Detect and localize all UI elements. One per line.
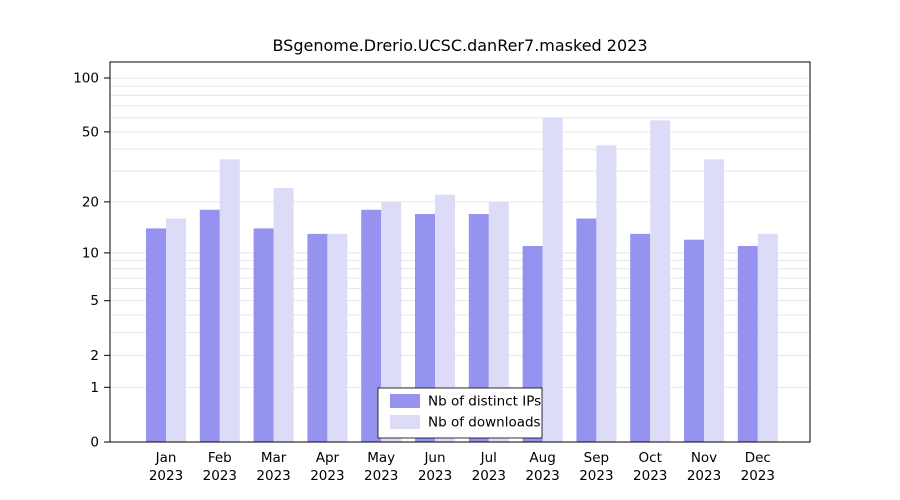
bar bbox=[199, 209, 220, 442]
bar bbox=[488, 201, 509, 442]
bars-series-0 bbox=[146, 209, 758, 442]
bar bbox=[327, 233, 348, 442]
x-tick-month: Nov bbox=[691, 450, 717, 466]
x-tick-month: Jun bbox=[423, 450, 445, 466]
bar bbox=[737, 246, 758, 442]
x-tick-month: Mar bbox=[261, 450, 287, 466]
x-tick-month: Dec bbox=[745, 450, 771, 466]
bar bbox=[757, 233, 778, 442]
x-tick-month: May bbox=[367, 450, 395, 466]
bar bbox=[630, 233, 651, 442]
y-axis: 0 1 2 5 10 20 50 100 bbox=[73, 71, 110, 451]
bars-series-1 bbox=[166, 117, 778, 442]
y-tick-label: 1 bbox=[90, 380, 99, 396]
bar bbox=[361, 209, 382, 442]
x-axis-labels: Jan 2023 Feb 2023 Mar 2023 Apr 2023 May 2023 Jun 20… bbox=[149, 450, 775, 484]
chart-title: BSgenome.Drerio.UCSC.danRer7.masked 2023 bbox=[272, 36, 648, 55]
bar bbox=[307, 233, 328, 442]
bar bbox=[381, 201, 402, 442]
y-tick-label: 5 bbox=[90, 293, 99, 309]
y-tick-label: 0 bbox=[90, 435, 99, 451]
x-tick-year: 2023 bbox=[579, 468, 613, 484]
x-tick-year: 2023 bbox=[741, 468, 775, 484]
legend-swatch bbox=[390, 415, 420, 429]
x-tick-year: 2023 bbox=[633, 468, 667, 484]
y-tick-label: 100 bbox=[73, 71, 99, 87]
bar bbox=[435, 194, 455, 442]
x-tick-month: Apr bbox=[316, 450, 340, 466]
bar bbox=[704, 159, 724, 442]
x-tick-month: Sep bbox=[584, 450, 609, 466]
x-tick-year: 2023 bbox=[687, 468, 721, 484]
y-tick-label: 10 bbox=[82, 245, 99, 261]
y-tick-label: 2 bbox=[90, 348, 99, 364]
legend-swatch bbox=[390, 394, 420, 408]
bar bbox=[596, 145, 617, 442]
legend-label: Nb of downloads bbox=[428, 415, 541, 431]
bar bbox=[684, 239, 704, 442]
x-tick-year: 2023 bbox=[310, 468, 344, 484]
bar bbox=[415, 214, 435, 442]
x-tick-year: 2023 bbox=[256, 468, 290, 484]
legend-label: Nb of distinct IPs bbox=[428, 394, 541, 410]
x-tick-year: 2023 bbox=[364, 468, 398, 484]
legend: Nb of distinct IPs Nb of downloads bbox=[377, 387, 543, 439]
x-tick-year: 2023 bbox=[525, 468, 559, 484]
x-tick-month: Oct bbox=[639, 450, 662, 466]
x-tick-month: Aug bbox=[529, 450, 555, 466]
plot-border bbox=[109, 61, 811, 443]
bar bbox=[219, 159, 240, 442]
y-tick-label: 20 bbox=[82, 194, 99, 210]
bar bbox=[650, 120, 671, 442]
x-tick-month: Jul bbox=[480, 450, 497, 466]
x-tick-month: Jan bbox=[155, 450, 177, 466]
x-tick-year: 2023 bbox=[418, 468, 452, 484]
bar bbox=[273, 188, 294, 442]
y-tick-label: 50 bbox=[82, 124, 99, 140]
bar bbox=[468, 214, 489, 442]
x-tick-year: 2023 bbox=[472, 468, 506, 484]
bar bbox=[146, 228, 166, 442]
bar bbox=[166, 218, 186, 442]
x-tick-year: 2023 bbox=[149, 468, 183, 484]
x-tick-month: Feb bbox=[208, 450, 232, 466]
bar bbox=[253, 228, 274, 442]
x-tick-year: 2023 bbox=[203, 468, 237, 484]
bar bbox=[576, 218, 597, 442]
bar bbox=[542, 117, 563, 442]
